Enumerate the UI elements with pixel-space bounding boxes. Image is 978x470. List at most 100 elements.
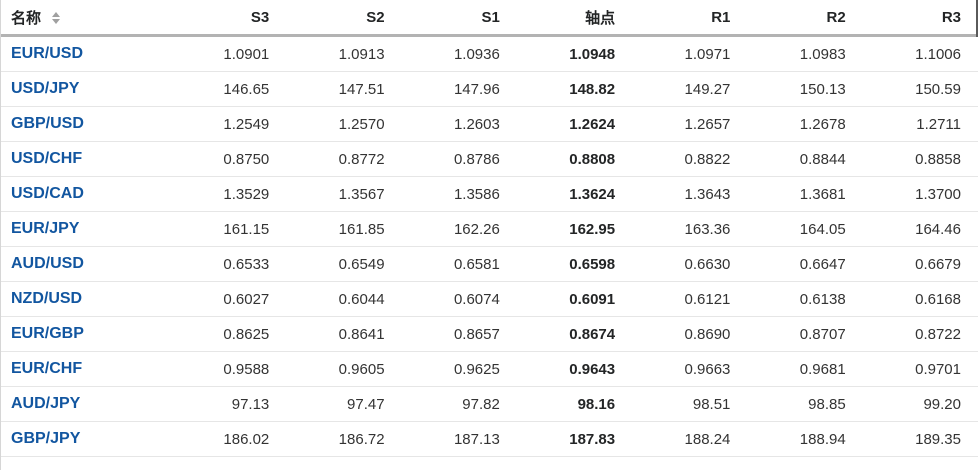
cell-r2: 1.0983 bbox=[748, 35, 864, 72]
cell-s3: 0.9588 bbox=[172, 351, 288, 387]
cell-s1: 0.8657 bbox=[402, 316, 518, 352]
cell-r2: 188.94 bbox=[748, 421, 864, 457]
cell-r2: 0.8707 bbox=[748, 316, 864, 352]
cell-r2: 0.8844 bbox=[748, 141, 864, 177]
table-row: GBP/JPY 186.02 186.72 187.13 187.83 188.24 188… bbox=[1, 421, 978, 457]
cell-r3: 150.59 bbox=[863, 71, 978, 107]
pair-name-cell: EUR/USD bbox=[1, 35, 172, 72]
pair-name-cell: AUD/JPY bbox=[1, 386, 172, 422]
cell-r2: 0.6647 bbox=[748, 246, 864, 282]
cell-s1: 97.82 bbox=[402, 386, 518, 422]
cell-r1: 0.6630 bbox=[633, 246, 749, 282]
cell-r1: 0.9663 bbox=[633, 351, 749, 387]
cell-s1: 162.26 bbox=[402, 211, 518, 247]
pair-link[interactable]: AUD/USD bbox=[11, 255, 84, 272]
cell-r2: 150.13 bbox=[748, 71, 864, 107]
column-header-s1[interactable]: S1 bbox=[402, 0, 518, 37]
cell-pivot: 0.6598 bbox=[517, 246, 634, 282]
pair-link[interactable]: EUR/USD bbox=[11, 45, 84, 62]
pair-link[interactable]: GBP/USD bbox=[11, 115, 84, 132]
cell-s2: 1.3567 bbox=[287, 176, 403, 212]
cell-s2: 1.0913 bbox=[287, 35, 403, 72]
cell-pivot: 1.2624 bbox=[517, 106, 634, 142]
cell-r1: 1.0971 bbox=[633, 35, 749, 72]
cell-pivot: 0.8674 bbox=[517, 316, 634, 352]
table-row: USD/CAD 1.3529 1.3567 1.3586 1.3624 1.3643 1.3… bbox=[1, 176, 978, 212]
table-row: USD/CHF 0.8750 0.8772 0.8786 0.8808 0.8822 0.8… bbox=[1, 141, 978, 177]
cell-r1: 0.8690 bbox=[633, 316, 749, 352]
cell-pivot: 0.8808 bbox=[517, 141, 634, 177]
cell-s1: 0.9625 bbox=[402, 351, 518, 387]
table-row: NZD/USD 0.6027 0.6044 0.6074 0.6091 0.6121 0.6… bbox=[1, 281, 978, 317]
pair-name-cell: GBP/USD bbox=[1, 106, 172, 142]
column-header-r2[interactable]: R2 bbox=[748, 0, 864, 37]
cell-s1: 1.0936 bbox=[402, 35, 518, 72]
pair-link[interactable]: EUR/CHF bbox=[11, 360, 83, 377]
pair-name-cell: AUD/USD bbox=[1, 246, 172, 282]
cell-r2: 0.9681 bbox=[748, 351, 864, 387]
cell-r1: 98.51 bbox=[633, 386, 749, 422]
cell-r1: 149.27 bbox=[633, 71, 749, 107]
pair-link[interactable]: USD/JPY bbox=[11, 80, 80, 97]
cell-r3: 1.2711 bbox=[863, 106, 978, 142]
pair-link[interactable]: GBP/JPY bbox=[11, 430, 81, 447]
cell-s3: 0.8750 bbox=[172, 141, 288, 177]
column-header-r1[interactable]: R1 bbox=[633, 0, 749, 37]
pair-link[interactable]: EUR/GBP bbox=[11, 325, 84, 342]
pair-link[interactable]: NZD/USD bbox=[11, 290, 83, 307]
sort-down-arrow-icon bbox=[52, 18, 61, 24]
table-row: USD/JPY 146.65 147.51 147.96 148.82 149.27 150… bbox=[1, 71, 978, 107]
cell-s3: 0.6027 bbox=[172, 281, 288, 317]
sort-icon bbox=[52, 11, 61, 24]
cell-r2: 1.2678 bbox=[748, 106, 864, 142]
pair-name-cell: EUR/GBP bbox=[1, 316, 172, 352]
cell-s2: 0.6549 bbox=[287, 246, 403, 282]
cell-s2: 0.8772 bbox=[287, 141, 403, 177]
cell-r3: 1.3700 bbox=[863, 176, 978, 212]
cell-s2: 0.6044 bbox=[287, 281, 403, 317]
cell-s3: 186.02 bbox=[172, 421, 288, 457]
table-row: GBP/USD 1.2549 1.2570 1.2603 1.2624 1.2657 1.2… bbox=[1, 106, 978, 142]
pair-link[interactable]: USD/CHF bbox=[11, 150, 83, 167]
cell-s2: 186.72 bbox=[287, 421, 403, 457]
table-row: EUR/GBP 0.8625 0.8641 0.8657 0.8674 0.8690 0.8… bbox=[1, 316, 978, 352]
pair-link[interactable]: USD/CAD bbox=[11, 185, 84, 202]
cell-r2: 98.85 bbox=[748, 386, 864, 422]
cell-r3: 0.9701 bbox=[863, 351, 978, 387]
cell-s1: 147.96 bbox=[402, 71, 518, 107]
cell-s3: 1.3529 bbox=[172, 176, 288, 212]
cell-pivot: 162.95 bbox=[517, 211, 634, 247]
cell-r3: 99.20 bbox=[863, 386, 978, 422]
pivot-points-table: 名称 S3 S2 S1 轴点 R1 R2 R3 EUR/USD 1.0901 1.0913 1.0… bbox=[1, 0, 978, 457]
column-header-name[interactable]: 名称 bbox=[1, 0, 172, 37]
cell-s3: 0.6533 bbox=[172, 246, 288, 282]
cell-s3: 1.2549 bbox=[172, 106, 288, 142]
column-header-pivot[interactable]: 轴点 bbox=[517, 0, 634, 37]
column-header-r3[interactable]: R3 bbox=[863, 0, 978, 37]
cell-s2: 147.51 bbox=[287, 71, 403, 107]
pair-name-cell: USD/CAD bbox=[1, 176, 172, 212]
table-row: AUD/JPY 97.13 97.47 97.82 98.16 98.51 98.85 99.… bbox=[1, 386, 978, 422]
column-header-s2[interactable]: S2 bbox=[287, 0, 403, 37]
cell-r3: 0.6679 bbox=[863, 246, 978, 282]
scrollbar-fragment[interactable] bbox=[976, 0, 978, 37]
cell-r3: 164.46 bbox=[863, 211, 978, 247]
cell-r1: 1.3643 bbox=[633, 176, 749, 212]
cell-pivot: 148.82 bbox=[517, 71, 634, 107]
cell-s1: 187.13 bbox=[402, 421, 518, 457]
cell-s1: 0.8786 bbox=[402, 141, 518, 177]
cell-s3: 161.15 bbox=[172, 211, 288, 247]
cell-s2: 1.2570 bbox=[287, 106, 403, 142]
table-row: EUR/CHF 0.9588 0.9605 0.9625 0.9643 0.9663 0.9… bbox=[1, 351, 978, 387]
cell-s2: 97.47 bbox=[287, 386, 403, 422]
table-row: EUR/USD 1.0901 1.0913 1.0936 1.0948 1.0971 1.0… bbox=[1, 35, 978, 72]
pair-link[interactable]: EUR/JPY bbox=[11, 220, 80, 237]
cell-r1: 0.8822 bbox=[633, 141, 749, 177]
pair-link[interactable]: AUD/JPY bbox=[11, 395, 81, 412]
pair-name-cell: USD/JPY bbox=[1, 71, 172, 107]
sort-up-arrow-icon bbox=[52, 11, 61, 17]
column-header-s3[interactable]: S3 bbox=[172, 0, 288, 37]
cell-r3: 0.8722 bbox=[863, 316, 978, 352]
cell-r3: 0.8858 bbox=[863, 141, 978, 177]
